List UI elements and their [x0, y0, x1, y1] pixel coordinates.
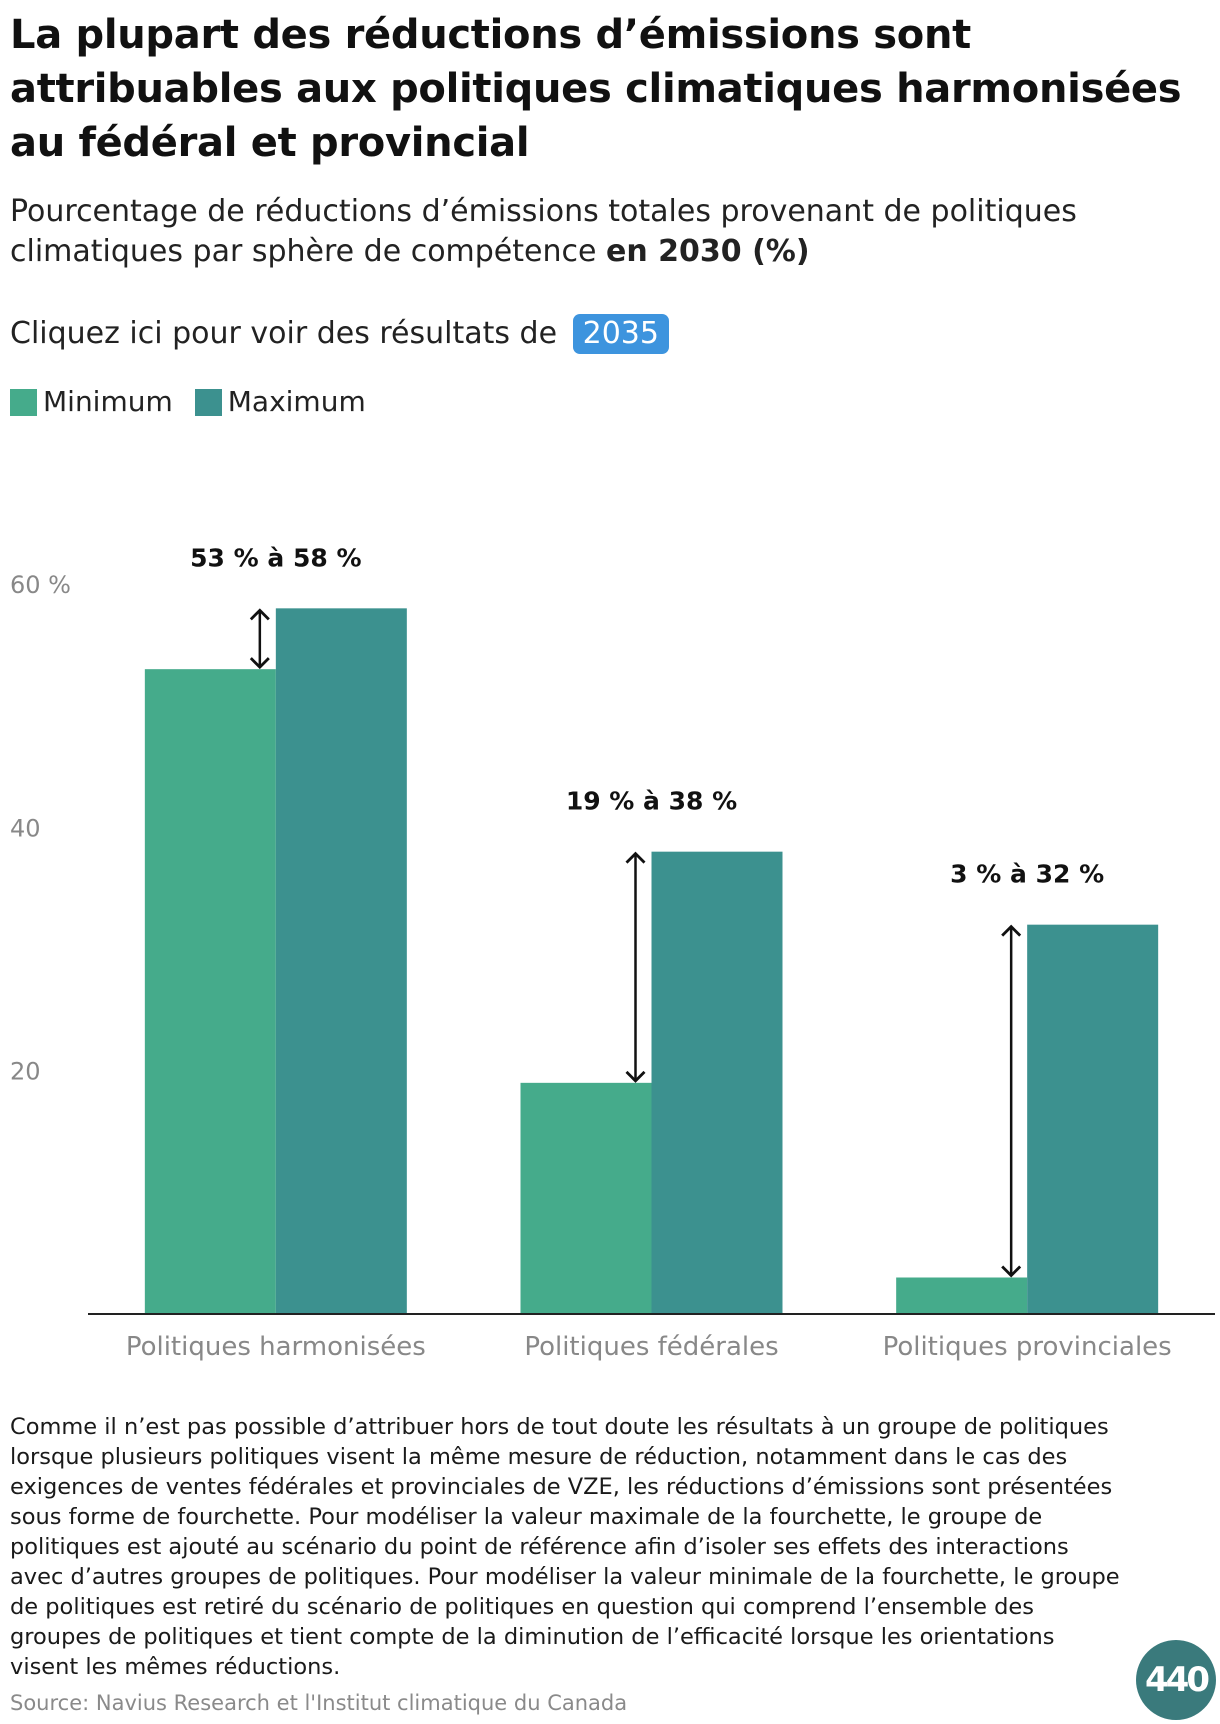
year-toggle-label: Cliquez ici pour voir des résultats de — [10, 316, 567, 351]
category-label: Politiques fédérales — [524, 1332, 778, 1362]
y-tick-label: 20 — [10, 1058, 41, 1086]
y-tick-label: 60 % — [10, 571, 71, 599]
legend-label-maximum: Maximum — [227, 385, 366, 418]
legend-label-minimum: Minimum — [43, 385, 173, 418]
bar-maximum — [275, 608, 407, 1314]
year-2035-button[interactable]: 2035 — [572, 314, 669, 354]
category-label: Politiques harmonisées — [126, 1332, 426, 1362]
bar-minimum — [896, 1277, 1028, 1314]
legend-swatch-minimum — [10, 388, 37, 416]
chart-subtitle: Pourcentage de réductions d’émissions to… — [10, 192, 1200, 272]
subtitle-year: en 2030 (%) — [606, 234, 810, 269]
range-label: 53 % à 58 % — [190, 543, 361, 572]
legend-item-maximum[interactable]: Maximum — [194, 382, 366, 422]
range-label: 3 % à 32 % — [950, 860, 1104, 889]
brand-logo: 440 — [1136, 1640, 1216, 1720]
legend-item-minimum[interactable]: Minimum — [10, 382, 173, 422]
subtitle-text: Pourcentage de réductions d’émissions to… — [10, 194, 1077, 269]
bar-chart: 20 40 60 % 53 % à 58 % Politiques harmonisée… — [10, 543, 1215, 1362]
year-toggle: Cliquez ici pour voir des résultats de 2… — [10, 314, 669, 354]
bar-maximum — [651, 851, 783, 1314]
y-tick-label: 40 — [10, 814, 41, 842]
chart-legend: Minimum Maximum — [10, 382, 366, 422]
source-note: Source: Navius Research et l'Institut cl… — [10, 1691, 628, 1715]
bar-minimum — [144, 669, 276, 1314]
range-label: 19 % à 38 % — [566, 787, 737, 816]
legend-swatch-maximum — [194, 388, 222, 416]
bar-minimum — [520, 1082, 652, 1314]
footnote: Comme il n’est pas possible d’attribuer … — [10, 1414, 1120, 1680]
bar-maximum — [1027, 924, 1159, 1314]
category-label: Politiques provinciales — [883, 1332, 1172, 1362]
chart-title: La plupart des réductions d’émissions so… — [10, 12, 1182, 166]
